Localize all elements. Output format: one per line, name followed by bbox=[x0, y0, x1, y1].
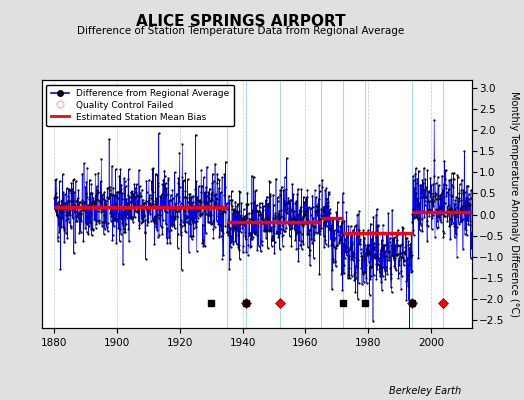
Y-axis label: Monthly Temperature Anomaly Difference (°C): Monthly Temperature Anomaly Difference (… bbox=[509, 91, 519, 317]
Text: Berkeley Earth: Berkeley Earth bbox=[389, 386, 461, 396]
Text: ALICE SPRINGS AIRPORT: ALICE SPRINGS AIRPORT bbox=[136, 14, 346, 29]
Text: Difference of Station Temperature Data from Regional Average: Difference of Station Temperature Data f… bbox=[78, 26, 405, 36]
